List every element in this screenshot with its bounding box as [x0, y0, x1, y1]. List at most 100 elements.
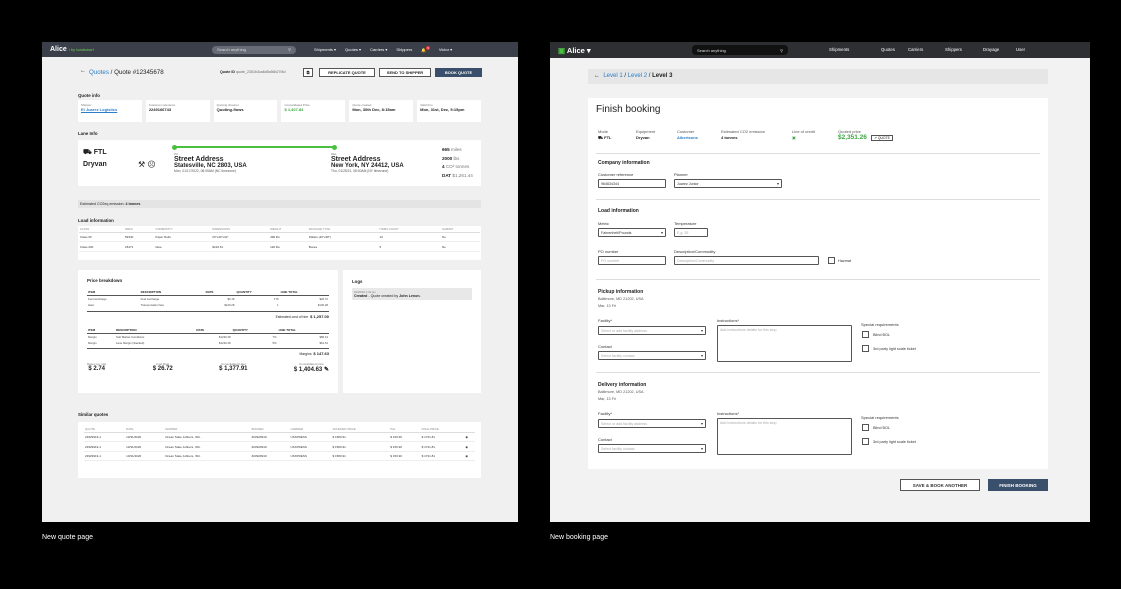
equipment: Dryvan: [83, 161, 107, 168]
app-logo[interactable]: ▣ Alice ▾: [558, 45, 591, 55]
similar-quotes-card: QUOTE DATE SHIPPER BOOKED CARRIER SOURCED PRI…: [78, 422, 481, 478]
back-arrow-icon[interactable]: ←: [80, 68, 86, 74]
rate-per-mile: Rates per mile $ 2.74: [87, 362, 107, 372]
eye-icon[interactable]: ◉: [464, 432, 475, 443]
quote-info-cards: Shipper El Juarez Logistics Customer refe…: [78, 100, 481, 122]
divider: [596, 153, 1040, 154]
table-row[interactable]: 23929919-1 10/31/2020 Ocean State Jobbers,…: [84, 451, 475, 462]
nav-carriers[interactable]: Carriers ▾: [370, 46, 388, 52]
delivery-date: Mar, 13 Fri: [598, 397, 617, 401]
pickup-address: Baltimore, MD 21202, USA: [598, 297, 644, 301]
consolidated-price: Consolidated price $ 1,404.63 ✎: [293, 362, 329, 373]
delivery-contact-label: Contact: [598, 437, 612, 442]
lane-info-title: Lane Info: [78, 131, 98, 136]
delivery-contact-select[interactable]: Select facility contact: [598, 444, 706, 453]
save-book-another-button[interactable]: SAVE & BOOK ANOTHER: [900, 479, 980, 491]
delivery-instructions-label: Instructions*: [717, 411, 740, 416]
pickup-instructions-textarea[interactable]: Add instructions details for this stop: [717, 325, 852, 362]
pickup-date: Mar, 13 Fri: [598, 304, 617, 308]
pickup-special-label: Special requirements: [861, 322, 899, 327]
price-table-1: ITEM DESCRIPTION RATE QUANTITY LINE TOTAL Fu…: [87, 289, 329, 307]
eye-icon[interactable]: ◉: [464, 451, 475, 462]
app-logo[interactable]: Alice / by loadsmart: [50, 46, 94, 53]
consolidated-haul: Consolidated Haul $ 1,377.91: [219, 362, 248, 372]
quote-page-frame: Alice / by loadsmart Search anything ⚲ Sh…: [42, 42, 518, 522]
lane-stats: 665 miles 2000 lbs 4 CO² tonnes DAT $1,2…: [442, 147, 473, 178]
divider: [596, 199, 1040, 200]
breadcrumb-quotes[interactable]: Quotes: [89, 68, 109, 76]
pickup-third-party-label: 3rd party light scale ticket: [873, 347, 916, 351]
breadcrumb-level-2[interactable]: Level 2: [627, 73, 648, 79]
temperature-input[interactable]: E.g. 35: [674, 228, 708, 237]
description-input[interactable]: Description/Commodity: [674, 256, 819, 265]
forklift-icon: ⚒: [138, 160, 146, 169]
nav-shippers[interactable]: Shippers: [945, 47, 962, 52]
logs-card: Logs 10/20/20 1:44 pm Created - Quote cr…: [343, 270, 481, 393]
mode: ⛟ FTL: [83, 149, 107, 156]
pickup-stop: PU Street Address Statesville, NC 2803, …: [174, 152, 247, 173]
price-breakdown-card: Price breakdown ITEM DESCRIPTION RATE QUANT…: [78, 270, 338, 393]
bell-icon[interactable]: 🔔3: [421, 46, 430, 53]
top-nav: Alice / by loadsmart Search anything ⚲ Sh…: [42, 42, 518, 57]
log-entry: 10/20/20 1:44 pm Created - Quote created…: [352, 288, 472, 300]
pickup-contact-select[interactable]: Select facility contact: [598, 351, 706, 360]
eye-icon[interactable]: ◉: [464, 441, 475, 452]
customer-reference-input[interactable]: 964634344: [598, 179, 666, 188]
metric-label: Metric: [598, 221, 609, 226]
delivery-instructions-textarea[interactable]: Add instructions details for this stop: [717, 418, 852, 455]
price-totals: Rates per mile $ 2.74 Fuel Rate $ 26.72 Co…: [87, 362, 329, 373]
table-row: Class 60 59340 Paper Rolls 23"x40"x32" 499 l…: [79, 232, 480, 243]
delivery-facility-select[interactable]: Select or add facility address: [598, 419, 706, 428]
delivery-third-party-checkbox[interactable]: [862, 438, 869, 445]
quote-link-button[interactable]: ↗ QUOTE: [871, 135, 893, 141]
credit-check-icon: ▣: [792, 135, 796, 140]
planner-label: Planner: [674, 172, 688, 177]
pickup-facility-select[interactable]: Select or add facility address: [598, 326, 706, 335]
edit-pencil-icon[interactable]: ✎: [323, 367, 329, 373]
planner-select[interactable]: Juarez Junior: [674, 179, 782, 188]
pickup-info-title: Pickup information: [598, 289, 644, 295]
price-breakdown-title: Price breakdown: [87, 278, 123, 283]
back-arrow-icon[interactable]: ←: [594, 73, 600, 79]
table-row[interactable]: 23929919-1 10/31/2020 Ocean State Jobbers,…: [84, 432, 475, 443]
nav-shipments[interactable]: Shipments: [829, 47, 850, 52]
table-row[interactable]: 23929919-1 10/31/2020 Ocean State Jobbers,…: [84, 441, 475, 452]
delivery-special-label: Special requirements: [861, 415, 899, 420]
hazmat-checkbox[interactable]: [828, 257, 835, 264]
finish-booking-button[interactable]: FINISH BOOKING: [988, 479, 1048, 491]
book-quote-button[interactable]: BOOK QUOTE: [435, 68, 482, 77]
pickup-third-party-checkbox[interactable]: [862, 345, 869, 352]
replicate-quote-button[interactable]: REPLICATE QUOTE: [319, 68, 375, 77]
send-to-shipper-button[interactable]: SEND TO SHIPPER: [379, 68, 431, 77]
nav-user[interactable]: Victor ▾: [438, 46, 453, 52]
customer-reference-label: Customer reference: [598, 172, 634, 177]
table-row: Class 200 18471 Glue $419.51 120 lbs Boxes 5 No: [79, 241, 480, 252]
shipper-link[interactable]: El Juarez Logistics: [81, 107, 118, 112]
search-input[interactable]: Search anything ⚲: [212, 45, 296, 54]
nav-drayage[interactable]: Drayage: [983, 47, 1000, 52]
delivery-facility-label: Facility*: [598, 411, 613, 416]
search-input[interactable]: Search anything ⚲: [692, 45, 788, 55]
delivery-third-party-label: 3rd party light scale ticket: [873, 440, 916, 444]
customer-link[interactable]: Albertsons: [677, 135, 698, 140]
nav-shipments[interactable]: Shipments ▾: [314, 46, 337, 52]
nav-shippers[interactable]: Shippers: [396, 46, 413, 52]
table-row: Margin Lane Margin (Stacked) $1230.28 5% $61…: [88, 341, 328, 345]
pickup-facility-label: Facility*: [598, 318, 613, 323]
nav-carriers[interactable]: Carriers: [908, 47, 924, 52]
po-number-input[interactable]: PO number: [598, 256, 666, 265]
breadcrumb-level-1[interactable]: Level 1: [603, 73, 623, 79]
booking-page-frame: ▣ Alice ▾ Search anything ⚲ Shipments Quo…: [550, 42, 1090, 522]
pickup-blind-bol-label: Blind BOL: [873, 333, 891, 337]
po-number-label: PO number: [598, 249, 619, 254]
nav-user[interactable]: User: [1016, 47, 1026, 52]
metric-select[interactable]: Fahrenheit/Pounds: [598, 228, 666, 237]
quote-header: ← Quotes / Quote #12345678 Quote ID quot…: [78, 65, 482, 80]
nav-quotes[interactable]: Quotes ▾: [345, 46, 362, 52]
copy-icon[interactable]: ⧉: [303, 68, 313, 77]
nav-quotes[interactable]: Quotes: [881, 47, 895, 52]
load-info-title: Load information: [78, 218, 114, 223]
pickup-blind-bol-checkbox[interactable]: [862, 331, 869, 338]
delivery-blind-bol-checkbox[interactable]: [862, 424, 869, 431]
consolidated-price-card: Consolidated Price $ 1,407.84: [281, 100, 346, 122]
